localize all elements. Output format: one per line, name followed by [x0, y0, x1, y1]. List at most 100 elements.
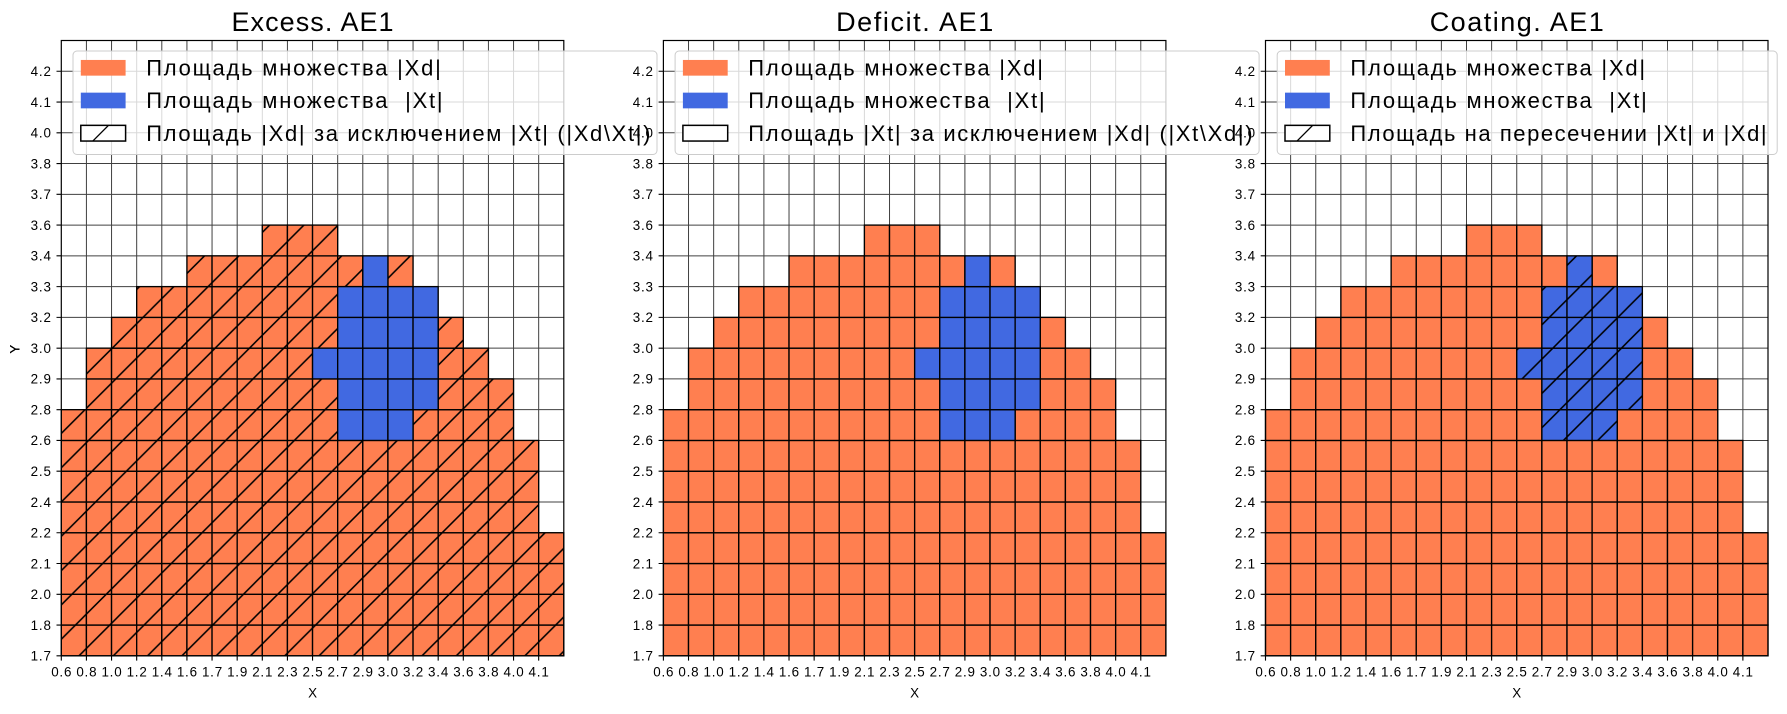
svg-text:4.0: 4.0	[503, 665, 524, 680]
svg-text:3.7: 3.7	[633, 187, 654, 202]
svg-text:Площадь множества |Xt|: Площадь множества |Xt|	[748, 88, 1046, 113]
svg-text:4.0: 4.0	[31, 126, 52, 141]
svg-text:3.3: 3.3	[31, 279, 52, 294]
svg-text:3.4: 3.4	[1235, 249, 1256, 264]
svg-text:Площадь множества |Xd|: Площадь множества |Xd|	[748, 55, 1044, 80]
svg-text:2.6: 2.6	[1235, 433, 1256, 448]
svg-text:1.0: 1.0	[101, 665, 122, 680]
svg-text:2.7: 2.7	[930, 665, 951, 680]
svg-text:2.6: 2.6	[633, 433, 654, 448]
svg-text:1.7: 1.7	[633, 649, 654, 664]
svg-text:1.7: 1.7	[1235, 649, 1256, 664]
svg-text:2.2: 2.2	[31, 526, 52, 541]
svg-text:1.0: 1.0	[1306, 665, 1327, 680]
svg-text:Площадь множества |Xd|: Площадь множества |Xd|	[1350, 55, 1646, 80]
svg-text:2.4: 2.4	[633, 495, 654, 510]
svg-text:1.8: 1.8	[633, 618, 654, 633]
svg-text:3.8: 3.8	[1235, 156, 1256, 171]
svg-text:0.8: 0.8	[1281, 665, 1302, 680]
svg-text:3.3: 3.3	[633, 279, 654, 294]
svg-text:1.8: 1.8	[1235, 618, 1256, 633]
svg-text:1.9: 1.9	[829, 665, 850, 680]
svg-text:4.0: 4.0	[633, 126, 654, 141]
svg-text:1.9: 1.9	[1431, 665, 1452, 680]
svg-text:X: X	[910, 685, 919, 700]
svg-text:2.9: 2.9	[955, 665, 976, 680]
svg-text:3.4: 3.4	[1030, 665, 1051, 680]
svg-text:2.9: 2.9	[1235, 372, 1256, 387]
svg-text:3.6: 3.6	[1055, 665, 1076, 680]
svg-text:3.2: 3.2	[1235, 310, 1256, 325]
svg-text:2.4: 2.4	[31, 495, 52, 510]
svg-text:3.8: 3.8	[478, 665, 499, 680]
svg-text:2.0: 2.0	[31, 587, 52, 602]
svg-text:2.8: 2.8	[633, 402, 654, 417]
svg-text:1.9: 1.9	[227, 665, 248, 680]
svg-text:1.6: 1.6	[177, 665, 198, 680]
svg-text:4.2: 4.2	[633, 64, 654, 79]
svg-text:2.1: 2.1	[1456, 665, 1477, 680]
svg-text:2.7: 2.7	[1532, 665, 1553, 680]
svg-text:4.2: 4.2	[31, 64, 52, 79]
svg-text:2.9: 2.9	[633, 372, 654, 387]
svg-text:2.5: 2.5	[905, 665, 926, 680]
svg-text:2.6: 2.6	[31, 433, 52, 448]
svg-text:1.7: 1.7	[1406, 665, 1427, 680]
svg-text:2.5: 2.5	[31, 464, 52, 479]
svg-text:2.1: 2.1	[1235, 556, 1256, 571]
svg-text:3.2: 3.2	[403, 665, 424, 680]
svg-text:2.2: 2.2	[633, 526, 654, 541]
svg-text:1.6: 1.6	[779, 665, 800, 680]
svg-text:3.0: 3.0	[980, 665, 1001, 680]
svg-text:0.6: 0.6	[51, 665, 72, 680]
svg-text:4.1: 4.1	[1733, 665, 1754, 680]
svg-text:Площадь |Xt| за исключением |X: Площадь |Xt| за исключением |Xd| (|Xt\Xd…	[748, 121, 1254, 146]
svg-text:Площадь множества |Xt|: Площадь множества |Xt|	[146, 88, 444, 113]
svg-text:X: X	[1512, 685, 1521, 700]
svg-text:3.2: 3.2	[31, 310, 52, 325]
svg-text:4.0: 4.0	[1106, 665, 1127, 680]
svg-text:1.4: 1.4	[1356, 665, 1377, 680]
svg-text:4.1: 4.1	[1235, 95, 1256, 110]
svg-text:1.6: 1.6	[1381, 665, 1402, 680]
svg-text:1.7: 1.7	[31, 649, 52, 664]
svg-text:2.5: 2.5	[1235, 464, 1256, 479]
svg-text:3.2: 3.2	[1607, 665, 1628, 680]
svg-text:Deficit. AE1: Deficit. AE1	[836, 7, 995, 37]
svg-text:3.4: 3.4	[1632, 665, 1653, 680]
svg-text:2.5: 2.5	[302, 665, 323, 680]
svg-text:3.6: 3.6	[453, 665, 474, 680]
svg-text:1.4: 1.4	[152, 665, 173, 680]
svg-text:2.3: 2.3	[277, 665, 298, 680]
svg-text:2.1: 2.1	[252, 665, 273, 680]
svg-text:Y: Y	[8, 345, 23, 354]
svg-text:3.0: 3.0	[633, 341, 654, 356]
svg-text:1.2: 1.2	[729, 665, 750, 680]
svg-text:X: X	[308, 685, 317, 700]
svg-text:1.2: 1.2	[1331, 665, 1352, 680]
svg-text:4.1: 4.1	[31, 95, 52, 110]
svg-text:2.8: 2.8	[1235, 402, 1256, 417]
svg-text:Coating. AE1: Coating. AE1	[1430, 7, 1606, 37]
svg-text:2.0: 2.0	[1235, 587, 1256, 602]
svg-text:1.7: 1.7	[804, 665, 825, 680]
svg-text:3.8: 3.8	[1683, 665, 1704, 680]
svg-text:3.0: 3.0	[1582, 665, 1603, 680]
svg-text:1.8: 1.8	[31, 618, 52, 633]
svg-text:2.3: 2.3	[879, 665, 900, 680]
svg-text:Y: Y	[8, 345, 23, 354]
svg-text:4.1: 4.1	[1131, 665, 1152, 680]
svg-text:3.4: 3.4	[31, 249, 52, 264]
svg-text:4.1: 4.1	[633, 95, 654, 110]
svg-text:4.0: 4.0	[1708, 665, 1729, 680]
svg-text:3.0: 3.0	[1235, 341, 1256, 356]
svg-text:3.6: 3.6	[1235, 218, 1256, 233]
svg-text:2.0: 2.0	[633, 587, 654, 602]
svg-text:2.9: 2.9	[353, 665, 374, 680]
svg-text:Площадь множества |Xd|: Площадь множества |Xd|	[146, 55, 442, 80]
svg-text:2.1: 2.1	[31, 556, 52, 571]
svg-text:3.3: 3.3	[1235, 279, 1256, 294]
svg-text:3.0: 3.0	[378, 665, 399, 680]
svg-text:3.8: 3.8	[633, 156, 654, 171]
svg-text:2.3: 2.3	[1482, 665, 1503, 680]
